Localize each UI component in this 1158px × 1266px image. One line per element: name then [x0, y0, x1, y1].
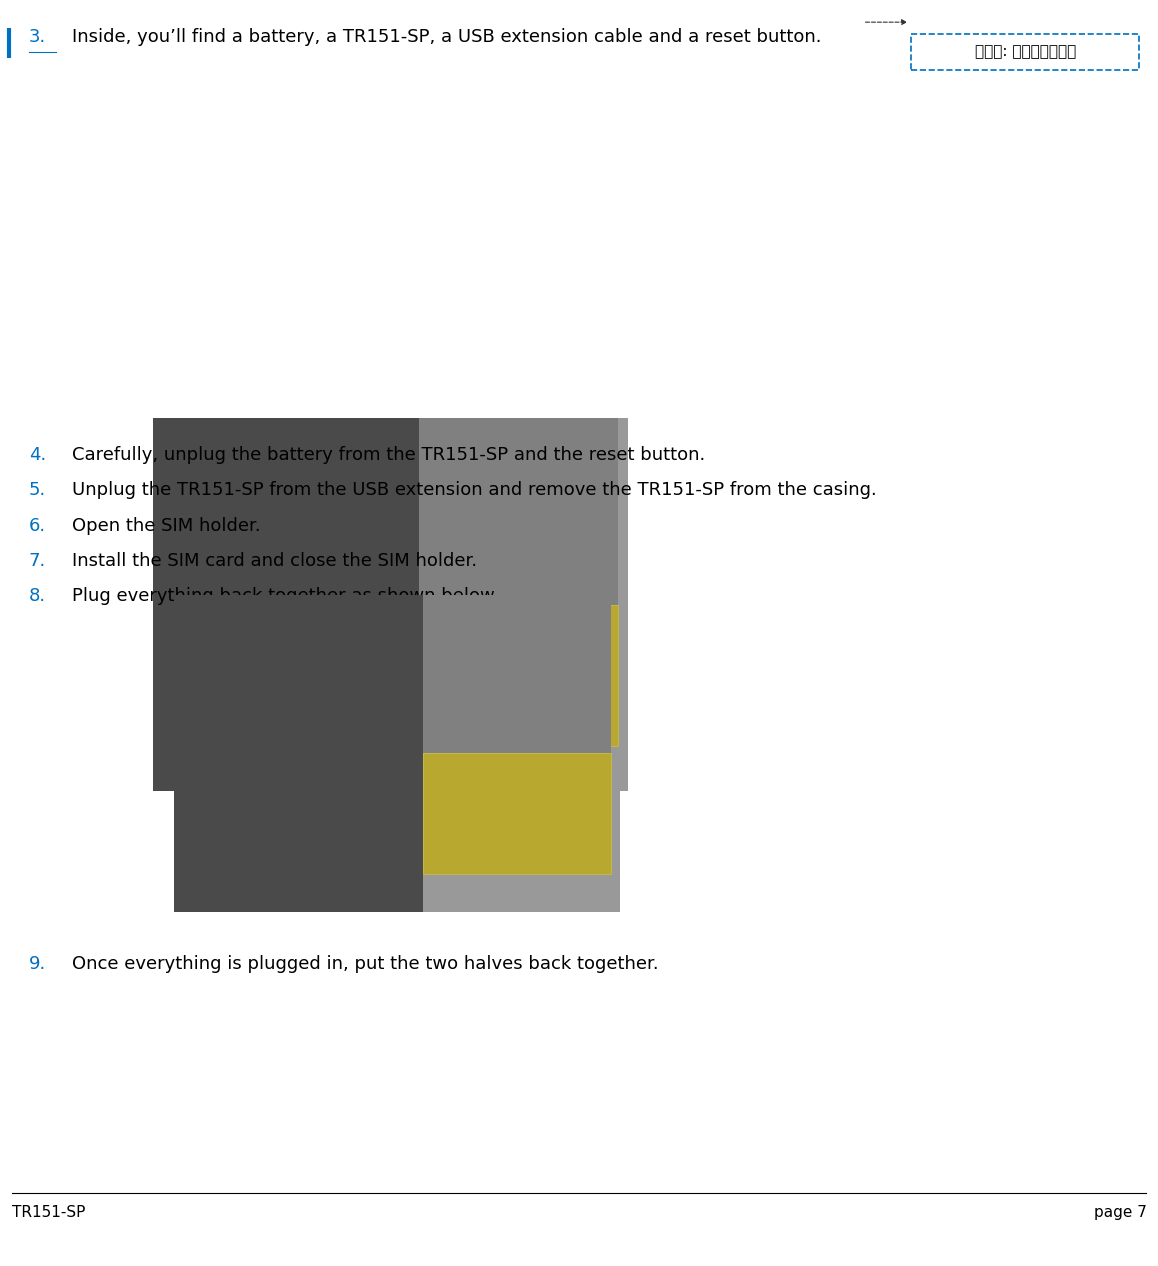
- Text: Install the SIM card and close the SIM holder.: Install the SIM card and close the SIM h…: [72, 552, 477, 570]
- Text: Inside, you’ll find a battery, a TR151-SP, a USB extension cable and a reset but: Inside, you’ll find a battery, a TR151-S…: [72, 28, 821, 46]
- Text: Open the SIM holder.: Open the SIM holder.: [72, 517, 261, 534]
- Text: 3.: 3.: [29, 28, 46, 46]
- Bar: [419, 604, 618, 747]
- Bar: [174, 595, 620, 912]
- Text: 格式化: 項目符號及編號: 格式化: 項目符號及編號: [975, 44, 1076, 60]
- Text: 4.: 4.: [29, 446, 46, 463]
- Bar: [424, 753, 610, 874]
- Text: Carefully, unplug the battery from the TR151-SP and the reset button.: Carefully, unplug the battery from the T…: [72, 446, 705, 463]
- Text: TR151-SP: TR151-SP: [12, 1205, 85, 1220]
- Bar: [153, 418, 419, 791]
- Bar: [153, 418, 628, 791]
- Text: 8.: 8.: [29, 587, 46, 605]
- Text: Once everything is plugged in, put the two halves back together.: Once everything is plugged in, put the t…: [72, 955, 659, 972]
- Bar: [424, 595, 610, 753]
- Text: 6.: 6.: [29, 517, 46, 534]
- FancyBboxPatch shape: [911, 34, 1139, 70]
- Text: Plug everything back together as shown below.: Plug everything back together as shown b…: [72, 587, 499, 605]
- Bar: [419, 418, 618, 604]
- Text: Unplug the TR151-SP from the USB extension and remove the TR151-SP from the casi: Unplug the TR151-SP from the USB extensi…: [72, 481, 877, 499]
- Bar: [174, 595, 424, 912]
- Text: page 7: page 7: [1093, 1205, 1146, 1220]
- Text: 9.: 9.: [29, 955, 46, 972]
- Text: 5.: 5.: [29, 481, 46, 499]
- Text: 7.: 7.: [29, 552, 46, 570]
